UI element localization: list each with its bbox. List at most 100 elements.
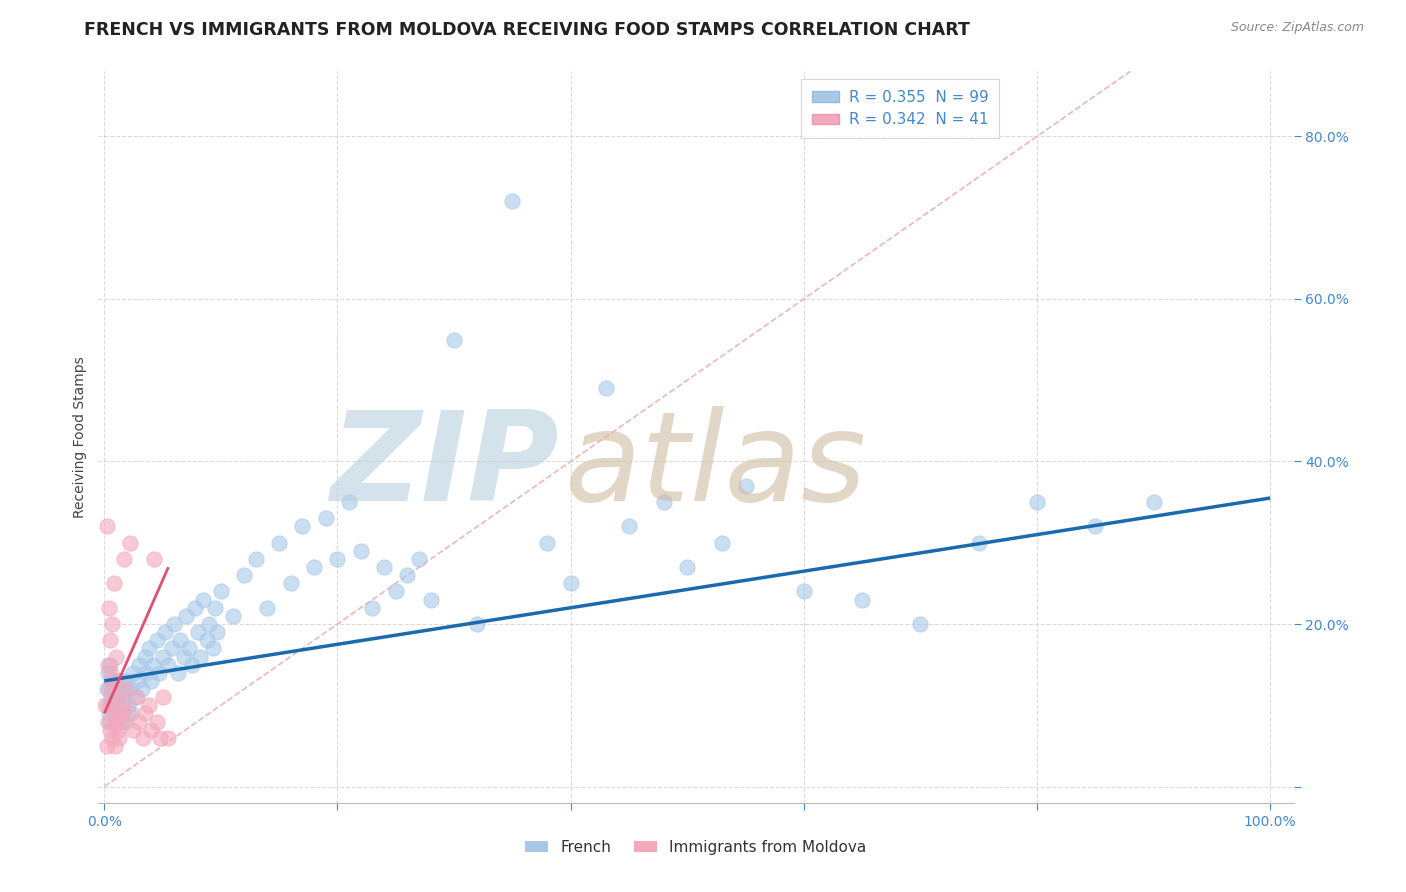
Point	[128, 714, 150, 729]
Point	[98, 657, 121, 672]
Point	[560, 576, 582, 591]
Point	[97, 698, 120, 713]
Point	[118, 681, 141, 696]
Point	[104, 673, 127, 688]
Point	[111, 706, 134, 721]
Point	[103, 576, 125, 591]
Point	[107, 723, 129, 737]
Point	[910, 617, 932, 632]
Point	[169, 633, 191, 648]
Point	[107, 690, 129, 705]
Point	[135, 665, 157, 680]
Point	[101, 731, 124, 745]
Point	[114, 681, 136, 696]
Point	[184, 600, 207, 615]
Point	[96, 519, 118, 533]
Point	[280, 576, 302, 591]
Point	[103, 706, 125, 721]
Point	[96, 739, 118, 753]
Point	[373, 560, 395, 574]
Point	[115, 673, 138, 688]
Point	[128, 657, 150, 672]
Point	[315, 511, 337, 525]
Point	[122, 665, 145, 680]
Point	[180, 657, 202, 672]
Point	[101, 698, 124, 713]
Point	[134, 706, 156, 721]
Point	[110, 673, 132, 688]
Point	[103, 706, 125, 721]
Point	[98, 633, 121, 648]
Point	[851, 592, 873, 607]
Legend: French, Immigrants from Moldova: French, Immigrants from Moldova	[519, 834, 873, 861]
Point	[152, 649, 174, 664]
Point	[122, 723, 145, 737]
Point	[793, 584, 815, 599]
Point	[536, 535, 558, 549]
Point	[711, 535, 734, 549]
Point	[111, 698, 134, 713]
Point	[1084, 519, 1107, 533]
Point	[160, 641, 183, 656]
Point	[302, 560, 325, 574]
Point	[97, 657, 120, 672]
Point	[384, 584, 406, 599]
Point	[652, 495, 675, 509]
Point	[174, 608, 197, 623]
Point	[97, 681, 120, 696]
Point	[163, 617, 186, 632]
Point	[145, 714, 167, 729]
Point	[153, 625, 176, 640]
Point	[105, 706, 128, 721]
Point	[443, 333, 465, 347]
Point	[207, 625, 229, 640]
Point	[198, 617, 221, 632]
Point	[291, 519, 314, 533]
Point	[108, 731, 131, 745]
Point	[111, 698, 134, 713]
Point	[186, 625, 208, 640]
Point	[138, 641, 160, 656]
Point	[179, 641, 201, 656]
Point	[104, 673, 127, 688]
Point	[112, 690, 135, 705]
Point	[117, 706, 139, 721]
Point	[134, 649, 156, 664]
Point	[97, 665, 120, 680]
Point	[100, 665, 122, 680]
Point	[734, 479, 756, 493]
Point	[104, 714, 127, 729]
Point	[104, 649, 127, 664]
Point	[256, 600, 278, 615]
Point	[139, 673, 162, 688]
Text: Source: ZipAtlas.com: Source: ZipAtlas.com	[1230, 21, 1364, 35]
Point	[125, 690, 148, 705]
Point	[195, 633, 218, 648]
Point	[145, 633, 167, 648]
Point	[419, 592, 441, 607]
Point	[104, 714, 127, 729]
Point	[98, 714, 121, 729]
Point	[204, 600, 226, 615]
Point	[104, 739, 127, 753]
Point	[111, 714, 134, 729]
Point	[100, 690, 122, 705]
Y-axis label: Receiving Food Stamps: Receiving Food Stamps	[73, 356, 87, 518]
Point	[100, 698, 122, 713]
Point	[98, 723, 121, 737]
Point	[326, 552, 349, 566]
Text: FRENCH VS IMMIGRANTS FROM MOLDOVA RECEIVING FOOD STAMPS CORRELATION CHART: FRENCH VS IMMIGRANTS FROM MOLDOVA RECEIV…	[84, 21, 970, 39]
Point	[132, 731, 155, 745]
Point	[337, 495, 360, 509]
Point	[152, 690, 174, 705]
Point	[96, 681, 118, 696]
Point	[105, 690, 128, 705]
Point	[166, 665, 188, 680]
Point	[139, 723, 162, 737]
Point	[595, 381, 617, 395]
Point	[233, 568, 256, 582]
Point	[149, 731, 172, 745]
Point	[97, 706, 120, 721]
Point	[157, 657, 180, 672]
Point	[221, 608, 243, 623]
